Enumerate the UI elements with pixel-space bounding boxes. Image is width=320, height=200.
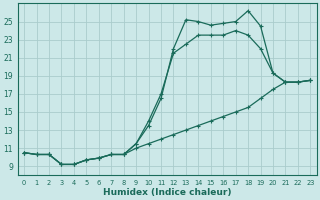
X-axis label: Humidex (Indice chaleur): Humidex (Indice chaleur) <box>103 188 231 197</box>
